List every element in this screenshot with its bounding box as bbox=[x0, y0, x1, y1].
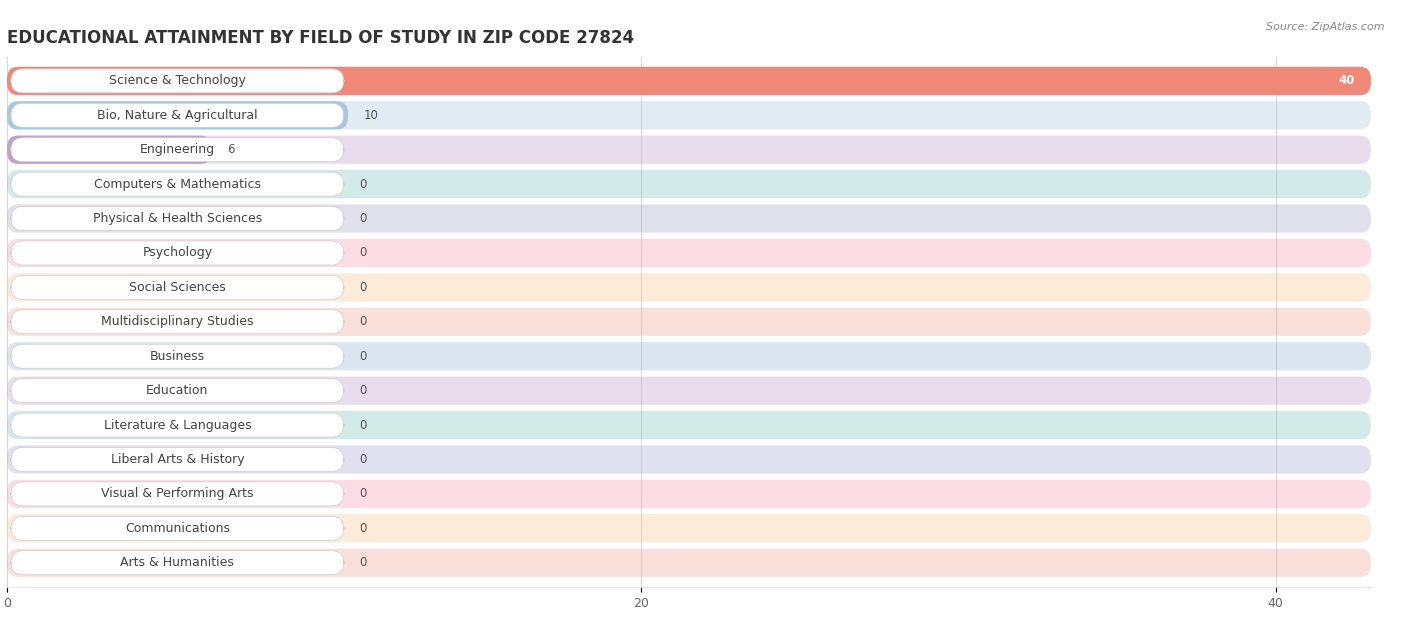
FancyBboxPatch shape bbox=[11, 551, 344, 575]
FancyBboxPatch shape bbox=[11, 310, 344, 334]
FancyBboxPatch shape bbox=[7, 342, 1371, 370]
Text: 0: 0 bbox=[360, 557, 367, 569]
FancyBboxPatch shape bbox=[7, 480, 1371, 508]
Text: Visual & Performing Arts: Visual & Performing Arts bbox=[101, 487, 253, 500]
FancyBboxPatch shape bbox=[7, 101, 347, 129]
FancyBboxPatch shape bbox=[7, 204, 1371, 233]
Text: 0: 0 bbox=[360, 522, 367, 535]
FancyBboxPatch shape bbox=[7, 136, 211, 164]
Text: 0: 0 bbox=[360, 212, 367, 225]
Text: Physical & Health Sciences: Physical & Health Sciences bbox=[93, 212, 262, 225]
FancyBboxPatch shape bbox=[7, 101, 1371, 129]
FancyBboxPatch shape bbox=[7, 445, 1371, 474]
Text: 0: 0 bbox=[360, 281, 367, 294]
FancyBboxPatch shape bbox=[7, 136, 1371, 164]
FancyBboxPatch shape bbox=[7, 411, 1371, 439]
FancyBboxPatch shape bbox=[7, 67, 1371, 95]
Text: 0: 0 bbox=[360, 247, 367, 259]
Text: 10: 10 bbox=[364, 109, 378, 122]
Text: 0: 0 bbox=[360, 178, 367, 191]
Text: Psychology: Psychology bbox=[142, 247, 212, 259]
FancyBboxPatch shape bbox=[7, 67, 1371, 95]
FancyBboxPatch shape bbox=[11, 379, 344, 403]
FancyBboxPatch shape bbox=[7, 170, 1371, 198]
Text: Education: Education bbox=[146, 384, 208, 397]
FancyBboxPatch shape bbox=[11, 69, 344, 93]
FancyBboxPatch shape bbox=[7, 273, 1371, 302]
Text: 0: 0 bbox=[360, 384, 367, 397]
FancyBboxPatch shape bbox=[11, 241, 344, 265]
Text: Bio, Nature & Agricultural: Bio, Nature & Agricultural bbox=[97, 109, 257, 122]
FancyBboxPatch shape bbox=[11, 206, 344, 230]
FancyBboxPatch shape bbox=[11, 138, 344, 162]
FancyBboxPatch shape bbox=[7, 308, 1371, 336]
FancyBboxPatch shape bbox=[11, 482, 344, 506]
FancyBboxPatch shape bbox=[11, 516, 344, 540]
Text: 0: 0 bbox=[360, 453, 367, 466]
Text: Science & Technology: Science & Technology bbox=[108, 74, 246, 87]
Text: Source: ZipAtlas.com: Source: ZipAtlas.com bbox=[1267, 22, 1385, 32]
Text: 40: 40 bbox=[1339, 74, 1355, 87]
FancyBboxPatch shape bbox=[11, 172, 344, 196]
FancyBboxPatch shape bbox=[11, 103, 344, 127]
FancyBboxPatch shape bbox=[11, 275, 344, 299]
Text: Business: Business bbox=[150, 350, 205, 363]
Text: Computers & Mathematics: Computers & Mathematics bbox=[94, 178, 262, 191]
FancyBboxPatch shape bbox=[11, 447, 344, 471]
Text: 6: 6 bbox=[228, 143, 235, 156]
Text: 0: 0 bbox=[360, 316, 367, 328]
Text: Arts & Humanities: Arts & Humanities bbox=[121, 557, 235, 569]
Text: 0: 0 bbox=[360, 487, 367, 500]
Text: Literature & Languages: Literature & Languages bbox=[104, 418, 252, 432]
FancyBboxPatch shape bbox=[11, 345, 344, 369]
FancyBboxPatch shape bbox=[7, 239, 1371, 267]
FancyBboxPatch shape bbox=[11, 413, 344, 437]
Text: Communications: Communications bbox=[125, 522, 229, 535]
Text: Multidisciplinary Studies: Multidisciplinary Studies bbox=[101, 316, 253, 328]
Text: 0: 0 bbox=[360, 350, 367, 363]
FancyBboxPatch shape bbox=[7, 377, 1371, 404]
Text: Engineering: Engineering bbox=[139, 143, 215, 156]
FancyBboxPatch shape bbox=[7, 514, 1371, 543]
Text: Social Sciences: Social Sciences bbox=[129, 281, 226, 294]
Text: 0: 0 bbox=[360, 418, 367, 432]
FancyBboxPatch shape bbox=[7, 548, 1371, 577]
Text: Liberal Arts & History: Liberal Arts & History bbox=[111, 453, 245, 466]
Text: EDUCATIONAL ATTAINMENT BY FIELD OF STUDY IN ZIP CODE 27824: EDUCATIONAL ATTAINMENT BY FIELD OF STUDY… bbox=[7, 29, 634, 47]
